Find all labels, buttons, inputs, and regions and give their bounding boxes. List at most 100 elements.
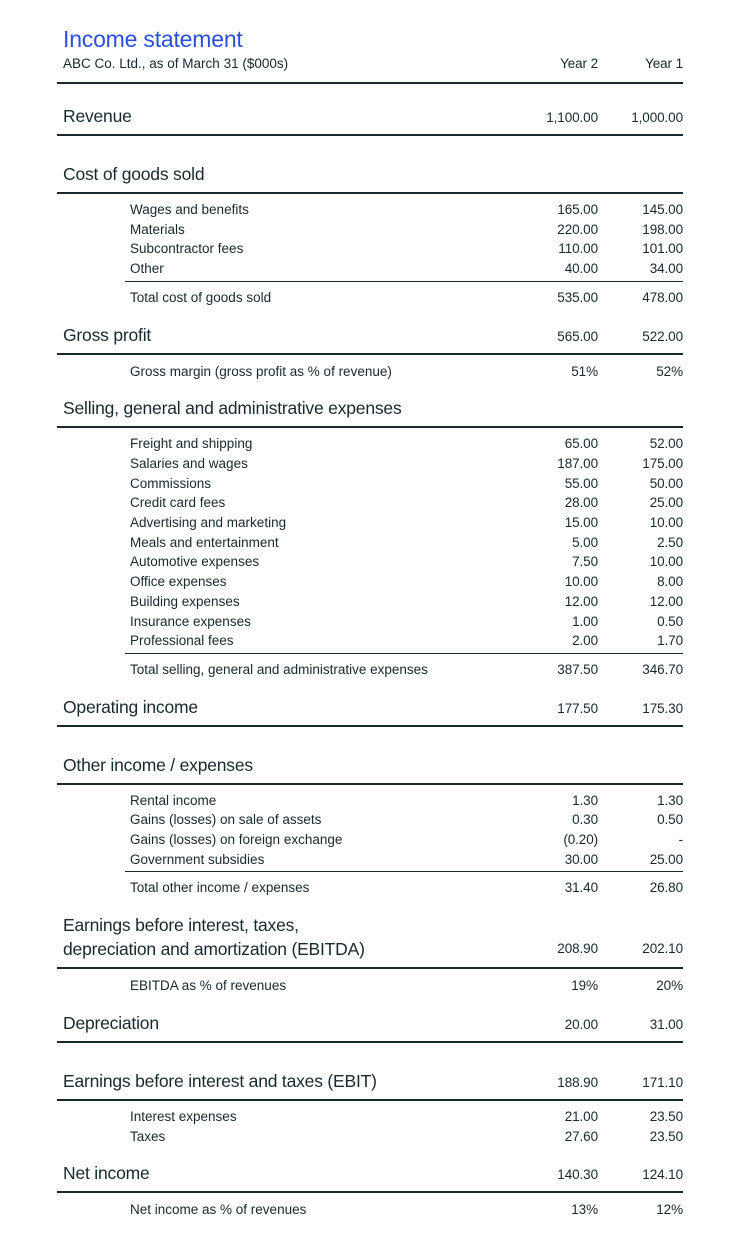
document-subtitle: ABC Co. Ltd., as of March 31 ($000s) — [63, 56, 289, 71]
year2-value: 0.30 — [572, 812, 598, 828]
year2-value: 21.00 — [564, 1108, 598, 1124]
row-label: EBITDA as % of revenues — [130, 978, 287, 994]
year2-value: 165.00 — [557, 202, 598, 217]
detail-row: Interest expenses 21.00 23.50 — [57, 1101, 683, 1127]
row-label: Selling, general and administrative expe… — [63, 398, 402, 419]
statement-row: Gross profit 565.00 522.00 — [57, 323, 683, 355]
year2-value: 1.00 — [572, 613, 598, 629]
year1-value: 31.00 — [649, 1016, 683, 1032]
year1-value: 23.50 — [649, 1108, 683, 1124]
detail-row: Salaries and wages 187.00 175.00 — [57, 454, 683, 474]
year2-value: 28.00 — [564, 495, 598, 511]
year1-value: 1,000.00 — [631, 110, 683, 125]
row-label: Materials — [130, 221, 185, 237]
section-header-row: Selling, general and administrative expe… — [57, 396, 683, 429]
row-label: Gains (losses) on foreign exchange — [130, 832, 343, 848]
row-label: Revenue — [63, 106, 132, 126]
section-header-row: Cost of goods sold — [57, 162, 683, 194]
year2-value: 31.40 — [564, 880, 598, 896]
detail-row: Government subsidies 30.00 25.00 — [57, 850, 683, 870]
percent-row: EBITDA as % of revenues 19% 20% — [57, 969, 683, 996]
year1-value: 1.70 — [657, 633, 683, 649]
year2-value: 65.00 — [564, 436, 598, 452]
year1-value: 2.50 — [657, 534, 683, 550]
row-label: Earnings before interest, taxes, depreci… — [63, 915, 365, 960]
year1-value: 52% — [656, 363, 683, 379]
year1-value: 25.00 — [649, 495, 683, 511]
year1-value: 20% — [656, 978, 683, 994]
year2-value: 1.30 — [572, 792, 598, 808]
row-label: Meals and entertainment — [130, 534, 279, 550]
year1-value: 12.00 — [649, 593, 683, 609]
detail-row: Advertising and marketing 15.00 10.00 — [57, 513, 683, 533]
total-row: Total other income / expenses 31.40 26.80 — [125, 871, 683, 898]
year2-value: 2.00 — [572, 633, 598, 649]
detail-row: Taxes 27.60 23.50 — [57, 1127, 683, 1147]
percent-row: Net income as % of revenues 13% 12% — [57, 1193, 683, 1220]
column-header-year2: Year 2 — [560, 56, 598, 71]
row-label: Gross profit — [63, 324, 152, 345]
statement-row: Operating income 177.50 175.30 — [57, 695, 683, 727]
year2-value: (0.20) — [563, 832, 598, 848]
year1-value: 12% — [656, 1202, 683, 1218]
section-header-row: Other income / expenses — [57, 753, 683, 785]
statement-row: Net income 140.30 124.10 — [57, 1161, 683, 1194]
year2-value: 55.00 — [564, 475, 598, 491]
detail-row: Materials 220.00 198.00 — [57, 220, 683, 240]
total-row: Total selling, general and administrativ… — [125, 652, 683, 680]
row-label: Net income as % of revenues — [130, 1202, 307, 1218]
year1-value: 8.00 — [657, 574, 683, 590]
document-header: Income statement ABC Co. Ltd., as of Mar… — [57, 0, 683, 84]
statement-row: Earnings before interest, taxes, depreci… — [57, 913, 683, 970]
year2-value: 110.00 — [558, 241, 598, 257]
row-label: Government subsidies — [130, 851, 265, 867]
detail-row: Building expenses 12.00 12.00 — [57, 592, 683, 612]
row-label: Cost of goods sold — [63, 164, 205, 184]
year2-value: 177.50 — [557, 700, 598, 716]
year1-value: 23.50 — [649, 1128, 683, 1144]
year1-value: 478.00 — [642, 289, 683, 305]
year1-value: 101.00 — [642, 241, 683, 257]
year2-value: 535.00 — [557, 289, 598, 305]
row-label: Rental income — [130, 792, 217, 808]
year1-value: 145.00 — [642, 202, 683, 217]
row-label: Insurance expenses — [130, 613, 251, 629]
detail-row: Automotive expenses 7.50 10.00 — [57, 552, 683, 572]
column-header-row: ABC Co. Ltd., as of March 31 ($000s) Yea… — [57, 55, 683, 82]
year1-value: 1.30 — [657, 792, 683, 808]
statement-row: Depreciation 20.00 31.00 — [57, 1011, 683, 1043]
year2-value: 19% — [571, 978, 598, 994]
year1-value: 202.10 — [642, 941, 683, 957]
year2-value: 40.00 — [564, 261, 598, 277]
detail-row: Other 40.00 34.00 — [57, 259, 683, 279]
detail-row: Gains (losses) on sale of assets 0.30 0.50 — [57, 810, 683, 830]
row-label: Taxes — [130, 1128, 166, 1144]
year1-value: 52.00 — [649, 436, 683, 452]
row-label: Earnings before interest and taxes (EBIT… — [63, 1070, 377, 1091]
detail-row: Insurance expenses 1.00 0.50 — [57, 612, 683, 632]
row-label: Total selling, general and administrativ… — [130, 661, 428, 677]
row-label: Gross margin (gross profit as % of reven… — [130, 363, 392, 379]
year2-value: 15.00 — [564, 515, 598, 531]
row-label: Other income / expenses — [63, 754, 253, 775]
year1-value: 175.30 — [642, 700, 683, 716]
row-label: Total cost of goods sold — [130, 289, 272, 305]
year1-value: - — [678, 832, 684, 848]
year1-value: 124.10 — [642, 1167, 683, 1183]
row-label: Credit card fees — [130, 495, 226, 511]
total-row: Total cost of goods sold 535.00 478.00 — [125, 280, 683, 308]
year2-value: 220.00 — [557, 221, 598, 237]
row-label: Net income — [63, 1163, 150, 1184]
row-label: Operating income — [63, 696, 198, 717]
detail-row: Wages and benefits 165.00 145.00 — [57, 194, 683, 220]
year1-value: 175.00 — [642, 455, 683, 471]
year2-value: 27.60 — [564, 1128, 598, 1144]
year1-value: 0.50 — [657, 613, 683, 629]
detail-row: Subcontractor fees 110.00 101.00 — [57, 239, 683, 259]
year2-value: 12.00 — [564, 593, 598, 609]
year2-value: 20.00 — [564, 1016, 598, 1032]
row-label: Commissions — [130, 475, 212, 491]
detail-row: Gains (losses) on foreign exchange (0.20)… — [57, 830, 683, 850]
page-title: Income statement — [63, 26, 243, 52]
